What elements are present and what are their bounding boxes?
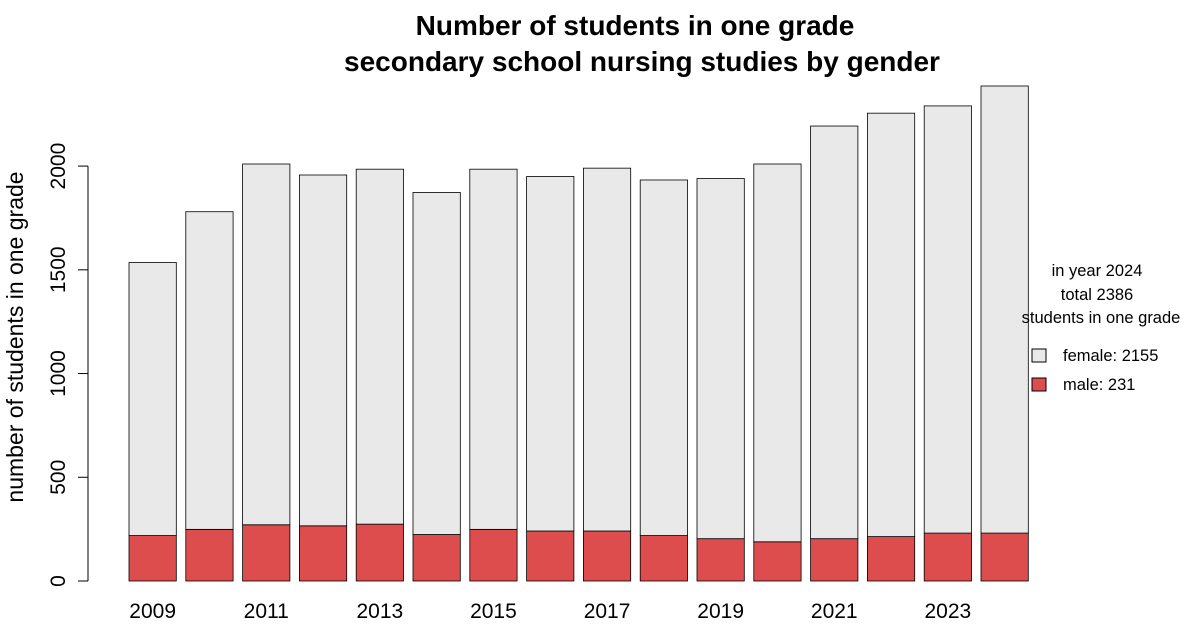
bar-male-2009 [128, 535, 177, 582]
bar-female-2012 [298, 174, 348, 527]
bar-male-2013 [355, 523, 404, 582]
bar-female-2023 [923, 105, 972, 534]
x-axis: 2009 2011 2013 2015 2017 2019 2021 2023 [129, 600, 971, 623]
bar-male-2014 [412, 534, 461, 582]
bar-male-2022 [867, 536, 916, 582]
legend-label-female: female: 2155 [1063, 347, 1158, 365]
bar-female-2010 [185, 211, 234, 530]
x-tick-label: 2009 [129, 600, 176, 623]
y-tick-label: 0 [47, 575, 70, 587]
bar-female-2021 [810, 125, 859, 540]
y-axis: 0 500 1000 1500 2000 [47, 143, 89, 587]
bar-male-2012 [298, 525, 348, 582]
y-tick-label: 1000 [47, 350, 70, 397]
bar-female-2011 [242, 163, 291, 526]
bar-male-2015 [469, 528, 518, 582]
y-tick-label: 2000 [47, 143, 70, 190]
bar-male-2021 [810, 538, 859, 582]
bar-female-2015 [469, 168, 518, 530]
bar-male-2019 [696, 538, 745, 582]
bar-female-2016 [526, 176, 575, 532]
bar-female-2020 [753, 163, 802, 543]
bar-female-2022 [867, 112, 916, 538]
legend-annotation-line-3: students in one grade [1022, 309, 1181, 327]
y-tick-label: 500 [47, 460, 70, 495]
chart-title: Number of students in one grade secondar… [344, 10, 940, 77]
bar-female-2018 [639, 179, 688, 536]
x-tick-label: 2015 [470, 600, 517, 623]
bar-male-2020 [753, 541, 802, 582]
legend-annotation-line-2: total 2386 [1061, 286, 1133, 304]
x-tick-label: 2013 [356, 600, 403, 623]
y-axis-label: number of students in one grade [2, 171, 28, 502]
legend-swatch-male [1031, 377, 1047, 392]
bars [128, 85, 1029, 582]
bar-female-2009 [128, 262, 177, 536]
bar-female-2013 [355, 168, 404, 525]
legend-label-male: male: 231 [1063, 376, 1135, 394]
bar-female-2017 [583, 167, 632, 532]
bar-male-2024 [980, 532, 1029, 582]
bar-male-2017 [583, 530, 632, 582]
legend-annotation-line-1: in year 2024 [1052, 262, 1143, 280]
x-tick-label: 2023 [924, 600, 971, 623]
x-tick-label: 2017 [584, 600, 631, 623]
legend: in year 2024 total 2386 students in one … [1022, 262, 1181, 394]
chart-title-line-1: Number of students in one grade [416, 10, 855, 41]
chart-title-line-2: secondary school nursing studies by gend… [344, 46, 940, 77]
bar-male-2011 [242, 524, 291, 582]
bar-male-2016 [526, 530, 575, 582]
bar-male-2010 [185, 528, 234, 582]
bar-female-2019 [696, 178, 745, 540]
bar-female-2024 [980, 85, 1029, 534]
bar-male-2023 [923, 532, 972, 582]
bar-male-2018 [639, 535, 688, 582]
x-tick-label: 2021 [811, 600, 858, 623]
bar-female-2014 [412, 192, 461, 535]
x-tick-label: 2011 [244, 600, 289, 623]
x-tick-label: 2019 [697, 600, 744, 623]
legend-swatch-female [1031, 348, 1047, 363]
y-tick-label: 1500 [47, 246, 70, 293]
